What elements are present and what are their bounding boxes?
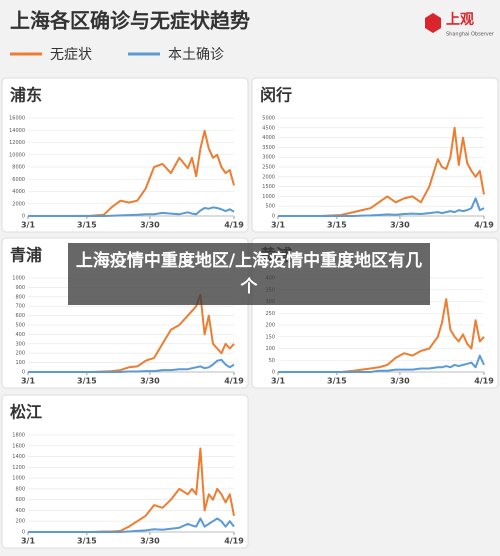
x-tick-label: 3/30: [140, 537, 160, 546]
y-tick-label: 0: [22, 370, 25, 376]
y-tick-label: 600: [15, 497, 25, 503]
y-tick-label: 100: [15, 360, 25, 366]
y-tick-label: 250: [265, 311, 275, 317]
logo-icon: [425, 13, 441, 33]
x-tick-label: 3/30: [140, 221, 160, 230]
x-tick-label: 3/1: [271, 377, 285, 386]
y-tick-label: 1000: [262, 194, 275, 200]
y-tick-label: 6000: [12, 177, 25, 183]
y-tick-label: 14000: [9, 128, 25, 134]
y-tick-label: 1600: [12, 443, 25, 449]
y-tick-label: 4500: [262, 125, 275, 131]
x-tick-label: 4/19: [224, 537, 244, 546]
x-tick-label: 3/1: [21, 221, 35, 230]
chart-card: 浦东 0 2000 4000 6000 8000 10000 12000 14000 16000 3…: [1, 77, 249, 233]
y-tick-label: 900: [15, 285, 25, 291]
y-tick-label: 0: [272, 214, 275, 220]
series-line: [278, 298, 485, 373]
logo-sub: Shanghai Observer: [446, 32, 495, 38]
y-tick-label: 50: [269, 358, 275, 364]
x-tick-label: 3/1: [21, 377, 35, 386]
y-tick-label: 8000: [12, 165, 25, 171]
chart-title: 青浦: [10, 246, 42, 265]
y-tick-label: 700: [15, 304, 25, 310]
x-tick-label: 3/30: [390, 221, 410, 230]
y-tick-label: 800: [15, 486, 25, 492]
series-line: [278, 354, 485, 373]
y-tick-label: 0: [272, 370, 275, 376]
y-tick-label: 10000: [9, 152, 25, 158]
y-tick-label: 1800: [12, 433, 25, 439]
y-tick-label: 500: [15, 323, 25, 329]
series-line: [28, 517, 235, 533]
x-tick-label: 3/15: [77, 377, 97, 386]
x-tick-label: 4/19: [474, 221, 494, 230]
y-tick-label: 500: [265, 204, 275, 210]
x-tick-label: 3/15: [77, 537, 97, 546]
y-tick-label: 3500: [262, 145, 275, 151]
chart-card: 闵行 0 500 1000 1500 2000 2500 3000 3500 4000 4500 50…: [251, 77, 499, 233]
chart-title: 闵行: [260, 86, 292, 105]
y-tick-label: 150: [265, 334, 275, 340]
x-tick-label: 3/30: [140, 377, 160, 386]
y-tick-label: 1500: [262, 184, 275, 190]
chart-card: 松江 0 200 400 600 800 1000 1200 1400 1600 1800 3/1 3/…: [1, 394, 249, 549]
series-line: [28, 206, 235, 217]
y-tick-label: 2500: [262, 165, 275, 171]
x-tick-label: 4/19: [474, 377, 494, 386]
y-tick-label: 2000: [12, 201, 25, 207]
y-tick-label: 600: [15, 313, 25, 319]
x-tick-label: 3/30: [390, 377, 410, 386]
y-tick-label: 3000: [262, 155, 275, 161]
y-tick-label: 1000: [12, 476, 25, 482]
y-tick-label: 1400: [12, 454, 25, 460]
y-tick-label: 0: [22, 530, 25, 536]
y-tick-label: 1000: [12, 276, 25, 282]
x-tick-label: 3/15: [327, 221, 347, 230]
y-tick-label: 16000: [9, 116, 25, 122]
y-tick-label: 200: [265, 323, 275, 329]
x-tick-label: 3/1: [271, 221, 285, 230]
y-tick-label: 4000: [12, 189, 25, 195]
legend-label: 无症状: [50, 47, 92, 63]
y-tick-label: 800: [15, 294, 25, 300]
y-tick-label: 200: [15, 351, 25, 357]
y-tick-label: 200: [15, 519, 25, 525]
series-line: [28, 358, 235, 373]
logo-name: 上观: [446, 12, 474, 28]
chart-title: 浦东: [10, 86, 42, 105]
x-tick-label: 3/15: [327, 377, 347, 386]
series-line: [278, 197, 485, 217]
y-tick-label: 300: [15, 341, 25, 347]
x-tick-label: 3/1: [21, 537, 35, 546]
y-tick-label: 400: [15, 508, 25, 514]
y-tick-label: 1200: [12, 465, 25, 471]
title: 上海各区确诊与无症状趋势: [10, 9, 250, 33]
y-tick-label: 400: [15, 332, 25, 338]
chart-title: 松江: [10, 403, 42, 422]
y-tick-label: 4000: [262, 135, 275, 141]
card: [251, 77, 499, 233]
y-tick-label: 0: [22, 214, 25, 220]
y-tick-label: 12000: [9, 140, 25, 146]
x-tick-label: 3/15: [77, 221, 97, 230]
series-line: [28, 129, 235, 217]
y-tick-label: 100: [265, 346, 275, 352]
card: [1, 394, 249, 549]
x-tick-label: 4/19: [224, 221, 244, 230]
legend-label: 本土确诊: [168, 47, 224, 63]
series-line: [278, 126, 485, 217]
caption: 上海疫情中重度地区/上海疫情中重度地区有几个: [68, 243, 430, 305]
y-tick-label: 2000: [262, 174, 275, 180]
y-tick-label: 5000: [262, 116, 275, 122]
x-tick-label: 4/19: [224, 377, 244, 386]
